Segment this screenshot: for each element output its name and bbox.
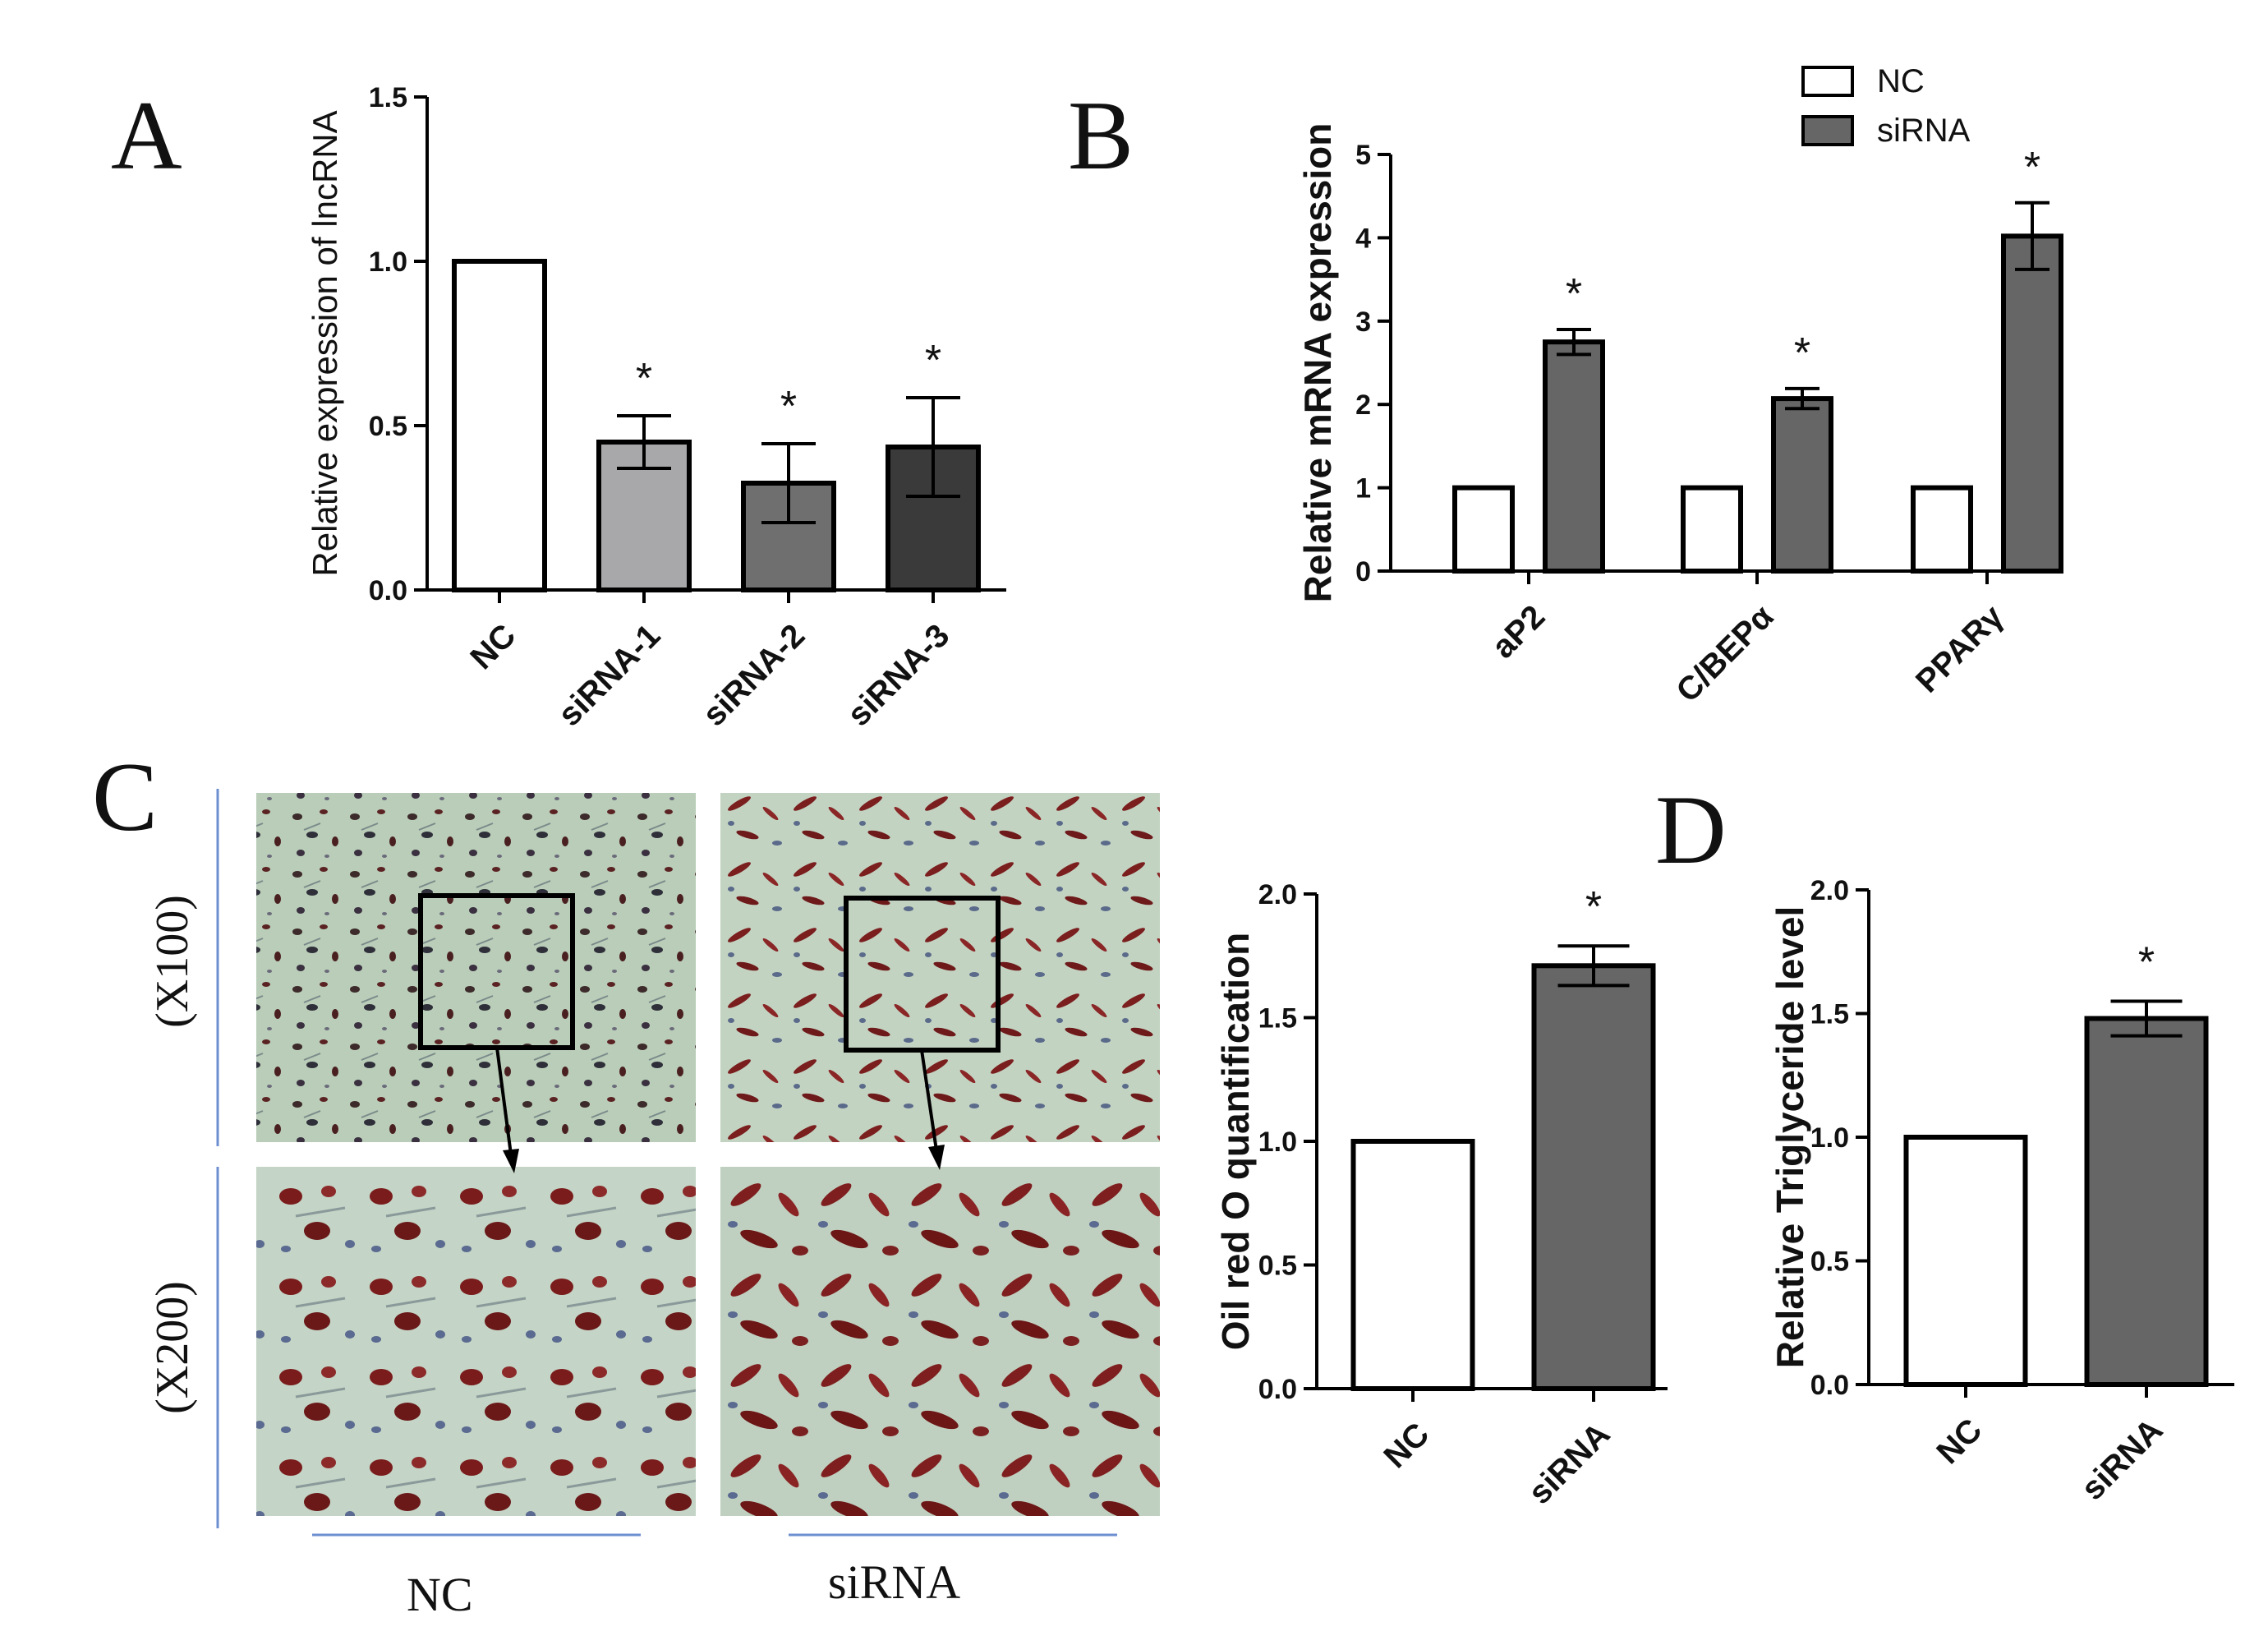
a-significance-star: * [780,383,797,431]
zoom-box-nc [418,893,575,1050]
b-ytick-label: 0 [1355,556,1371,588]
a-category-label: siRNA-2 [696,617,812,733]
c-ylabel: Oil red O quantification [1214,933,1257,1351]
a-category-label: siRNA-3 [840,617,956,733]
d-ytick-label: 1.0 [1810,1122,1849,1154]
b-legend-label: siRNA [1877,113,1971,149]
b-bar [1543,339,1605,574]
c-ytick-label: 2.0 [1258,879,1297,910]
b-ytick-label: 4 [1355,223,1371,254]
b-bar [1771,396,1833,574]
b-ytick-label: 3 [1355,306,1371,338]
c-bar [1350,1139,1475,1391]
a-category-label: siRNA-1 [551,617,667,733]
d-ytick-label: 0.0 [1810,1370,1849,1401]
d-bar [2084,1016,2209,1388]
d-ylabel: Relative Triglyceride level [1769,906,1811,1369]
panel-letter-c: C [92,742,158,851]
b-category-label: aP2 [1485,598,1552,665]
chart-b-mrna-expression: 0 1 2 3 4 5 Relative mRNA expression * aP2 * C/BEP… [1296,63,2063,709]
b-significance-star: * [1794,329,1810,377]
c-ytick-label: 0.5 [1258,1251,1297,1282]
panel-letter-a: A [111,81,182,190]
b-legend-swatch [1801,115,1854,146]
b-bar [1452,485,1515,574]
zoom-arrow-nc [495,1047,519,1173]
a-ytick-label: 1.0 [369,247,407,278]
d-ytick-label: 2.0 [1810,875,1849,906]
d-category-label: siRNA [2074,1412,2169,1507]
panel-letter-d: D [1655,775,1727,884]
mag-label-x100: (X100) [147,895,198,1028]
a-category-label: NC [463,617,522,676]
d-bar [1903,1135,2028,1387]
micrograph-sirna-x100 [720,793,1160,1142]
mag-label-x200: (X200) [147,1281,198,1414]
chart-a-lncrna-expression: 0.0 0.5 1.0 1.5 Relative expression of lncRN… [306,82,1006,733]
a-significance-star: * [925,337,941,385]
a-significance-star: * [636,355,652,403]
micrograph-sirna-x200 [720,1167,1160,1516]
a-ytick-label: 0.5 [369,411,407,442]
group-label-sirna: siRNA [828,1555,960,1609]
b-legend-swatch [1801,66,1854,97]
c-ytick-label: 1.0 [1258,1127,1297,1158]
c-significance-star: * [1585,883,1602,931]
b-legend-label: NC [1877,63,1925,99]
b-ytick-label: 5 [1355,140,1371,171]
b-significance-star: * [2024,144,2040,191]
micrograph-grid: (X100) (X200) NC siRNA [147,789,1160,1621]
panel-letter-b: B [1068,81,1134,190]
b-bar [1911,485,1973,574]
d-significance-star: * [2138,938,2155,986]
c-ytick-label: 1.5 [1258,1003,1297,1034]
b-category-label: C/BEPα [1669,598,1780,709]
b-category-label: PPARγ [1909,598,2011,700]
b-bar [2001,233,2063,574]
micrograph-nc-x200 [256,1167,696,1516]
a-ytick-label: 1.5 [369,82,407,113]
a-ytick-label: 0.0 [369,575,407,606]
d-ytick-label: 0.5 [1810,1246,1849,1278]
b-ylabel: Relative mRNA expression [1296,123,1339,603]
d-category-label: NC [1930,1412,1989,1471]
c-ytick-label: 0.0 [1258,1374,1297,1405]
micrograph-nc-x100 [256,793,696,1142]
group-label-nc: NC [407,1568,473,1621]
c-category-label: NC [1377,1416,1436,1475]
b-bar [1681,485,1743,574]
a-ylabel: Relative expression of lncRNA [306,110,344,576]
a-bar [452,259,547,592]
zoom-arrow-sirna [920,1049,945,1170]
c-bar [1531,963,1656,1392]
b-significance-star: * [1566,270,1582,318]
b-ytick-label: 2 [1355,389,1371,421]
b-ytick-label: 1 [1355,473,1371,505]
d-ytick-label: 1.5 [1810,999,1849,1030]
c-category-label: siRNA [1521,1416,1617,1511]
